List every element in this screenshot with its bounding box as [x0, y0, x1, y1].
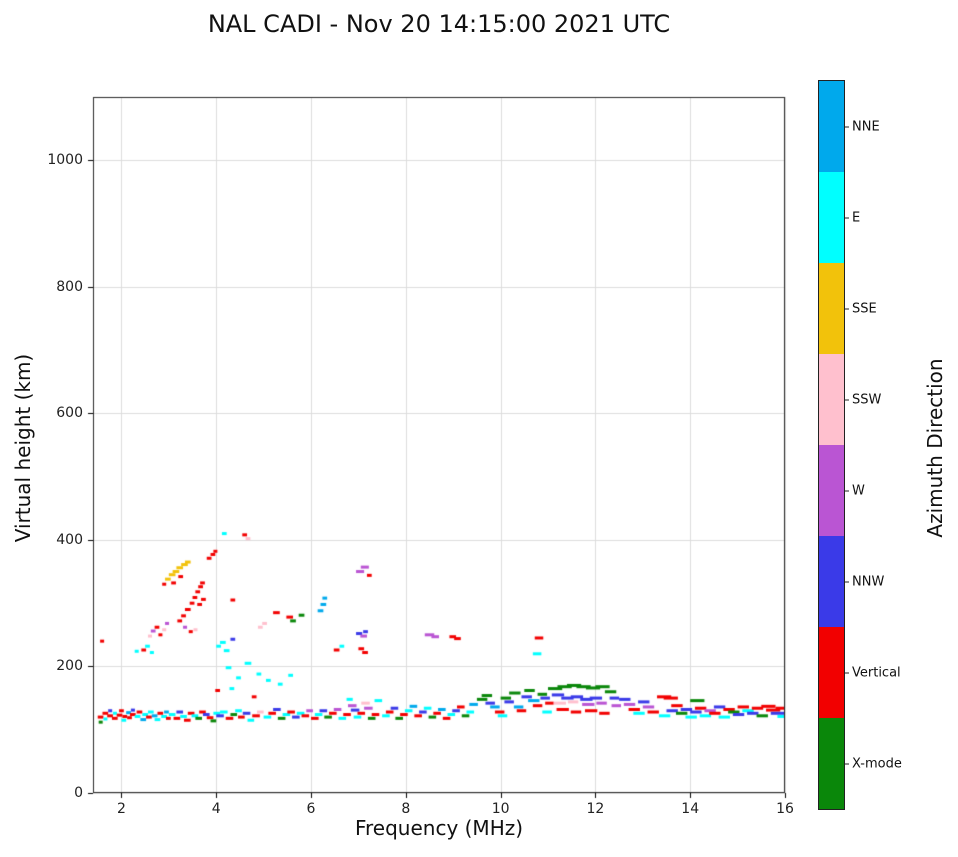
- colorbar-category-label: SSW: [852, 392, 882, 407]
- colorbar-category-label: W: [852, 483, 865, 498]
- x-tick-label: 2: [116, 801, 126, 817]
- colorbar-segment-X-mode: [819, 718, 844, 809]
- colorbar-category-Vertical: Vertical: [845, 665, 901, 680]
- colorbar-category-SSW: SSW: [845, 392, 881, 407]
- colorbar-category-label: X-mode: [852, 756, 902, 771]
- colorbar-category-W: W: [845, 483, 865, 498]
- colorbar-category-E: E: [845, 210, 860, 225]
- colorbar-tick: [845, 126, 849, 127]
- colorbar-tick: [845, 672, 849, 673]
- x-tick-label: 16: [776, 801, 794, 817]
- colorbar-category-label: E: [852, 210, 861, 225]
- y-tick-label: 0: [74, 785, 83, 801]
- colorbar-category-label: SSE: [852, 301, 877, 316]
- colorbar-segment-SSW: [819, 354, 844, 445]
- colorbar-category-label: NNE: [852, 119, 880, 134]
- y-axis-label: Virtual height (km): [11, 353, 35, 543]
- x-tick-label: 6: [306, 801, 316, 817]
- colorbar-category-label: Vertical: [852, 665, 901, 680]
- y-tick-label: 400: [56, 531, 83, 548]
- colorbar-tick: [845, 399, 849, 400]
- colorbar-segment-SSE: [819, 263, 844, 354]
- colorbar-segment-W: [819, 445, 844, 536]
- colorbar-segment-E: [819, 172, 844, 263]
- colorbar-category-NNW: NNW: [845, 574, 884, 589]
- x-tick-label: 4: [211, 801, 221, 817]
- colorbar-tick: [845, 217, 849, 218]
- colorbar-tick: [845, 581, 849, 582]
- colorbar-tick: [845, 490, 849, 491]
- x-tick-label: 12: [586, 801, 605, 817]
- colorbar-title: Azimuth Direction: [923, 358, 947, 538]
- y-tick-label: 200: [56, 658, 83, 675]
- colorbar-segment-NNE: [819, 81, 844, 172]
- colorbar-category-label: NNW: [852, 574, 885, 589]
- y-tick-label: 1000: [47, 152, 83, 169]
- x-tick-label: 14: [681, 801, 700, 817]
- x-axis-label: Frequency (MHz): [354, 816, 524, 840]
- colorbar-tick: [845, 308, 849, 309]
- x-tick-label: 8: [401, 801, 411, 817]
- colorbar: [818, 80, 845, 810]
- colorbar-segment-Vertical: [819, 627, 844, 718]
- y-tick-label: 800: [56, 278, 83, 295]
- colorbar-category-SSE: SSE: [845, 301, 877, 316]
- chart-title: NAL CADI - Nov 20 14:15:00 2021 UTC: [207, 10, 671, 38]
- y-tick-label: 600: [56, 405, 83, 422]
- colorbar-segment-NNW: [819, 536, 844, 627]
- colorbar-category-X-mode: X-mode: [845, 756, 902, 771]
- colorbar-category-NNE: NNE: [845, 119, 880, 134]
- colorbar-tick: [845, 763, 849, 764]
- x-tick-label: 10: [491, 801, 510, 817]
